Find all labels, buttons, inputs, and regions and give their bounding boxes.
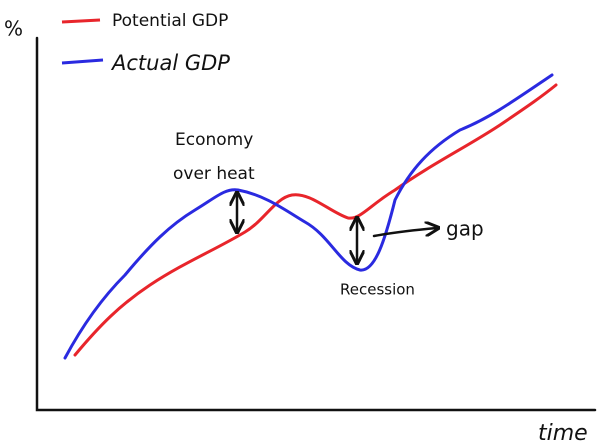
annotation: gap: [446, 217, 484, 241]
annotation: Economy: [175, 130, 253, 150]
potential-gdp-curve: [73, 83, 558, 357]
x-axis-label: time: [538, 421, 588, 446]
legend-label: Actual GDP: [110, 51, 230, 75]
legend-swatch: [61, 18, 101, 24]
legend-swatch: [61, 58, 104, 65]
y-axis-label: %: [4, 17, 23, 41]
gap-pointer: [372, 228, 437, 238]
axes: [35, 36, 597, 412]
annotation: Recession: [340, 281, 415, 299]
legend-label: Potential GDP: [112, 11, 228, 31]
annotation: over heat: [173, 164, 255, 184]
actual-gdp-curve: [63, 73, 554, 360]
